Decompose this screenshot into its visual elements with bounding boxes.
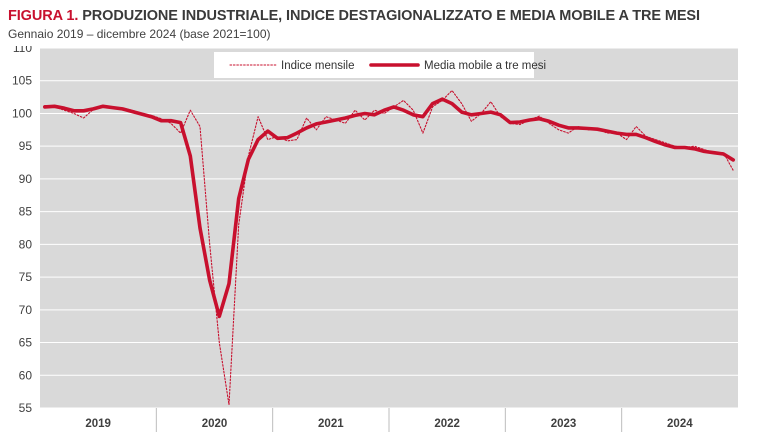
y-tick-label: 110 <box>13 46 32 55</box>
x-axis: 2019 2020 2021 2022 2023 2024 <box>85 408 693 432</box>
gridlines <box>40 47 738 409</box>
chart-subtitle: Gennaio 2019 – dicembre 2024 (base 2021=… <box>8 27 271 41</box>
x-tick-label: 2023 <box>551 418 577 430</box>
chart-title: FIGURA 1. PRODUZIONE INDUSTRIALE, INDICE… <box>8 8 700 24</box>
y-tick-label: 65 <box>19 336 33 350</box>
x-tick-label: 2019 <box>85 418 111 430</box>
x-tick-label: 2022 <box>434 418 460 430</box>
y-tick-label: 60 <box>19 368 33 382</box>
y-tick-label: 100 <box>12 106 32 120</box>
chart-title-text: PRODUZIONE INDUSTRIALE, INDICE DESTAGION… <box>82 8 700 24</box>
y-tick-label: 75 <box>19 270 33 284</box>
y-tick-label: 90 <box>19 172 33 186</box>
series-line-media-mobile <box>42 97 736 319</box>
plot-area <box>40 48 738 408</box>
figure-label: FIGURA 1. <box>8 8 79 24</box>
legend-label: Media mobile a tre mesi <box>424 60 546 72</box>
line-chart: 55 60 65 70 75 80 85 90 95 100 105 110 2019 2020 2021… <box>12 46 738 432</box>
y-axis: 55 60 65 70 75 80 85 90 95 100 105 110 <box>12 46 32 415</box>
y-tick-label: 85 <box>19 205 33 219</box>
y-tick-label: 55 <box>19 401 33 415</box>
x-tick-label: 2020 <box>202 418 228 430</box>
x-tick-label: 2024 <box>667 418 693 430</box>
series-lines <box>42 89 736 406</box>
x-tick-label: 2021 <box>318 418 344 430</box>
y-tick-label: 70 <box>19 303 33 317</box>
legend-label: Indice mensile <box>281 60 355 72</box>
y-tick-label: 105 <box>12 74 32 88</box>
y-tick-label: 95 <box>19 139 33 153</box>
legend: Indice mensile Media mobile a tre mesi <box>214 52 546 78</box>
y-tick-label: 80 <box>19 237 33 251</box>
